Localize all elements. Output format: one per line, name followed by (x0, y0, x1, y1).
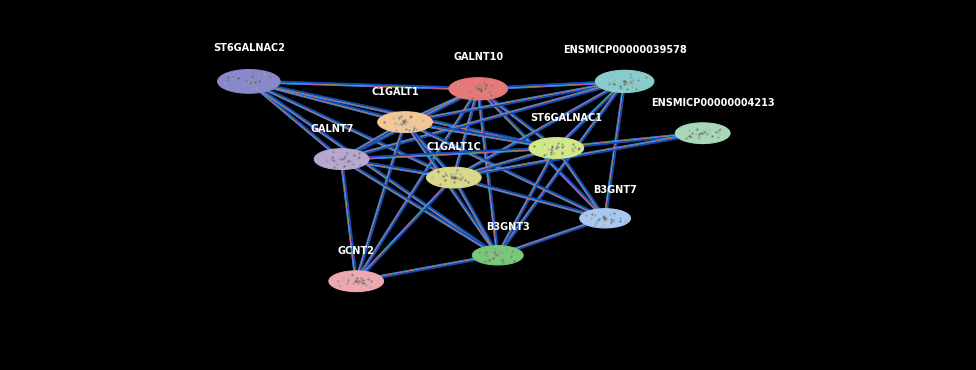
Text: ENSMICP00000004213: ENSMICP00000004213 (651, 98, 774, 108)
Text: ENSMICP00000039578: ENSMICP00000039578 (563, 45, 686, 55)
Text: B3GNT3: B3GNT3 (486, 222, 529, 232)
Circle shape (595, 70, 654, 92)
Circle shape (472, 246, 523, 265)
Text: ST6GALNAC2: ST6GALNAC2 (213, 43, 285, 53)
Text: C1GALT1C: C1GALT1C (427, 142, 481, 152)
Circle shape (580, 209, 630, 228)
Text: GCNT2: GCNT2 (338, 246, 375, 256)
Circle shape (427, 167, 481, 188)
Circle shape (314, 149, 369, 169)
Text: GALNT10: GALNT10 (453, 52, 504, 62)
Circle shape (378, 112, 432, 132)
Text: GALNT7: GALNT7 (310, 124, 353, 134)
Circle shape (449, 78, 508, 100)
Circle shape (675, 123, 730, 144)
Circle shape (218, 70, 280, 93)
Circle shape (529, 138, 584, 158)
Text: C1GALT1: C1GALT1 (372, 87, 419, 97)
Text: B3GNT7: B3GNT7 (593, 185, 636, 195)
Circle shape (329, 271, 384, 292)
Text: ST6GALNAC1: ST6GALNAC1 (530, 113, 602, 123)
